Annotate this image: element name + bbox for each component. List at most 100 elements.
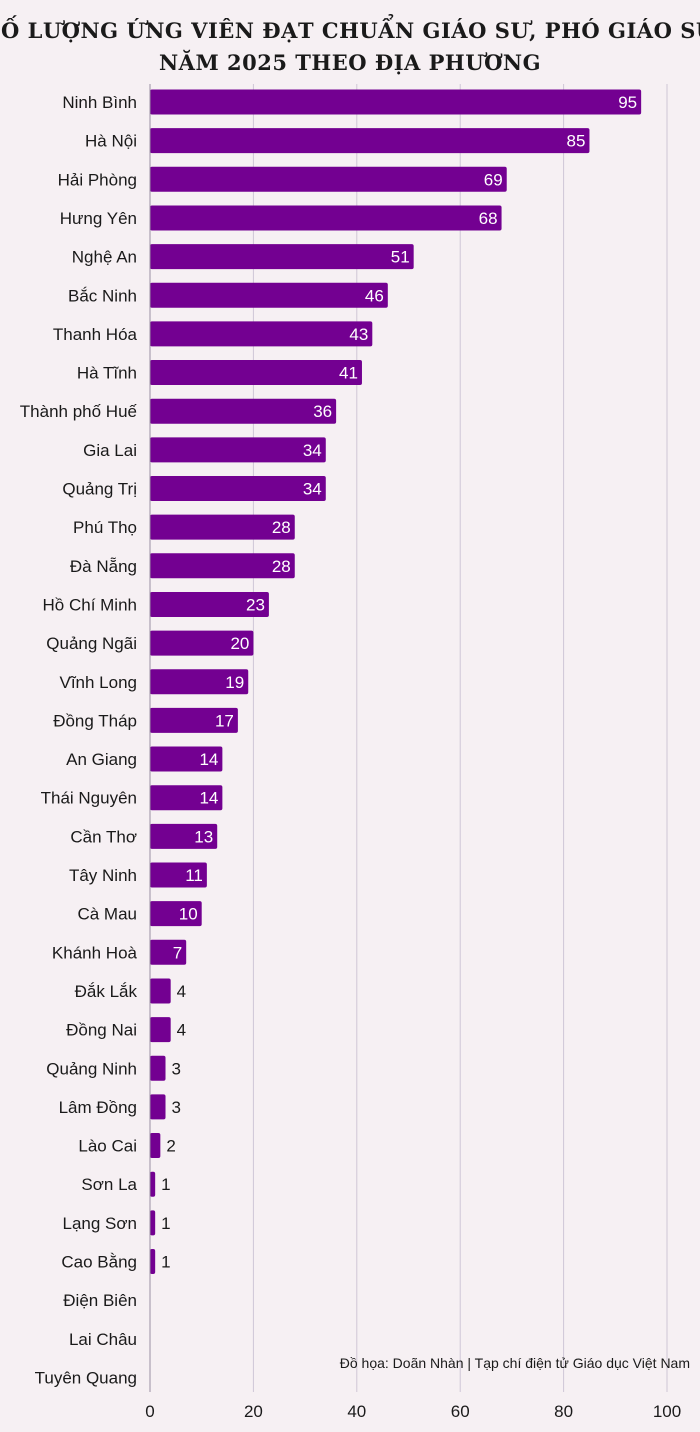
category-label: Lào Cai [78,1137,137,1156]
category-label: Đà Nẵng [70,557,137,576]
bar [150,591,269,617]
bar-value-label: 7 [173,943,182,962]
category-label: Lâm Đồng [59,1098,137,1117]
bar [150,437,326,463]
category-label: Cao Bằng [61,1253,137,1272]
bar [150,244,414,270]
bar-value-label: 3 [172,1059,181,1078]
bar-value-label: 1 [161,1214,170,1233]
bar-value-label: 3 [172,1098,181,1117]
bar-value-label: 10 [179,905,198,924]
bar [150,205,502,231]
category-label: Hà Nội [85,132,137,151]
bar-value-label: 34 [303,480,322,499]
category-label: Đắk Lắk [75,982,138,1001]
bar [150,360,362,386]
chart-title-line-2: NĂM 2025 THEO ĐỊA PHƯƠNG [159,50,541,75]
category-label: Vĩnh Long [59,673,137,692]
category-label: Đồng Tháp [53,711,137,730]
category-label: Tây Ninh [69,866,137,885]
gridlines [149,84,668,1392]
category-label: Ninh Bình [62,93,137,112]
bar [150,669,249,695]
category-label: Cần Thơ [70,827,137,846]
bar-value-label: 14 [199,750,218,769]
chart-title: SỐ LƯỢNG ỨNG VIÊN ĐẠT CHUẨN GIÁO SƯ, PHÓ… [0,14,700,75]
bar [150,128,590,154]
x-tick-label: 40 [347,1402,366,1421]
bar [150,553,295,579]
bar [150,89,642,115]
bar-value-label: 11 [185,866,203,885]
category-label: Hải Phòng [58,170,137,189]
bar [150,282,388,308]
category-label: Thành phố Huế [20,402,138,421]
category-label: Điện Biên [63,1291,137,1310]
category-label: An Giang [66,750,137,769]
category-label: Hà Tĩnh [77,364,137,383]
bar [150,1055,166,1081]
source-note: Đồ họa: Doãn Nhàn | Tạp chí điện tử Giáo… [340,1355,690,1371]
category-label: Thái Nguyên [41,789,137,808]
x-tick-label: 80 [554,1402,573,1421]
bar-value-label: 28 [272,518,291,537]
bar [150,939,187,965]
category-label: Lai Châu [69,1330,137,1349]
category-label: Tuyên Quang [35,1368,137,1387]
x-tick-label: 60 [451,1402,470,1421]
bar [150,476,326,501]
bar-value-label: 17 [215,711,234,730]
bar [150,398,337,424]
bar [150,321,373,347]
bar-value-label: 41 [339,364,358,383]
category-label: Quảng Trị [62,480,137,499]
x-tick-label: 20 [244,1402,263,1421]
category-label: Gia Lai [83,441,137,460]
bar-value-label: 1 [161,1253,170,1272]
bar [150,514,295,540]
bar [150,1210,156,1236]
bar [150,823,218,849]
bar-value-label: 34 [303,441,322,460]
bar-value-label: 95 [618,93,637,112]
bar [150,1094,166,1120]
bar-value-label: 2 [166,1137,175,1156]
bar-value-label: 20 [230,634,249,653]
bar-value-label: 68 [479,209,498,228]
category-label: Nghệ An [72,248,137,267]
bar-value-label: 4 [177,1021,186,1040]
category-label: Cà Mau [77,905,137,924]
chart-title-line-1: SỐ LƯỢNG ỨNG VIÊN ĐẠT CHUẨN GIÁO SƯ, PHÓ… [0,14,700,43]
bar [150,901,202,927]
bar [150,1017,171,1043]
category-label: Đồng Nai [66,1021,137,1040]
category-label: Lạng Sơn [63,1214,137,1233]
bar-value-label: 85 [567,132,586,151]
category-label: Khánh Hoà [52,943,138,962]
bar [150,707,238,733]
bar-value-label: 1 [161,1175,170,1194]
category-label: Quảng Ngãi [46,634,137,653]
bar [150,1249,156,1274]
bar-value-label: 69 [484,170,503,189]
x-tick-label: 100 [653,1402,681,1421]
category-label: Sơn La [81,1175,137,1194]
category-label: Quảng Ninh [46,1059,137,1078]
bar-value-label: 46 [365,286,384,305]
category-label: Hồ Chí Minh [43,595,137,614]
bar-value-label: 51 [391,248,410,267]
bar [150,1171,156,1197]
bar [150,746,223,772]
bar-value-label: 43 [349,325,368,344]
category-label: Hưng Yên [60,209,137,228]
bar [150,978,171,1004]
x-tick-label: 0 [145,1402,154,1421]
bar-value-label: 13 [194,827,213,846]
bar [150,166,507,192]
category-labels: Ninh Bình Hà Nội Hải Phòng Hưng Yên Nghệ An B… [20,93,138,1387]
x-axis: 0 20 40 60 80 100 [145,84,681,1421]
bar-value-label: 23 [246,595,265,614]
bars: 9585696851464341363434282823201917141413… [150,89,642,1274]
bar-value-label: 4 [177,982,186,1001]
